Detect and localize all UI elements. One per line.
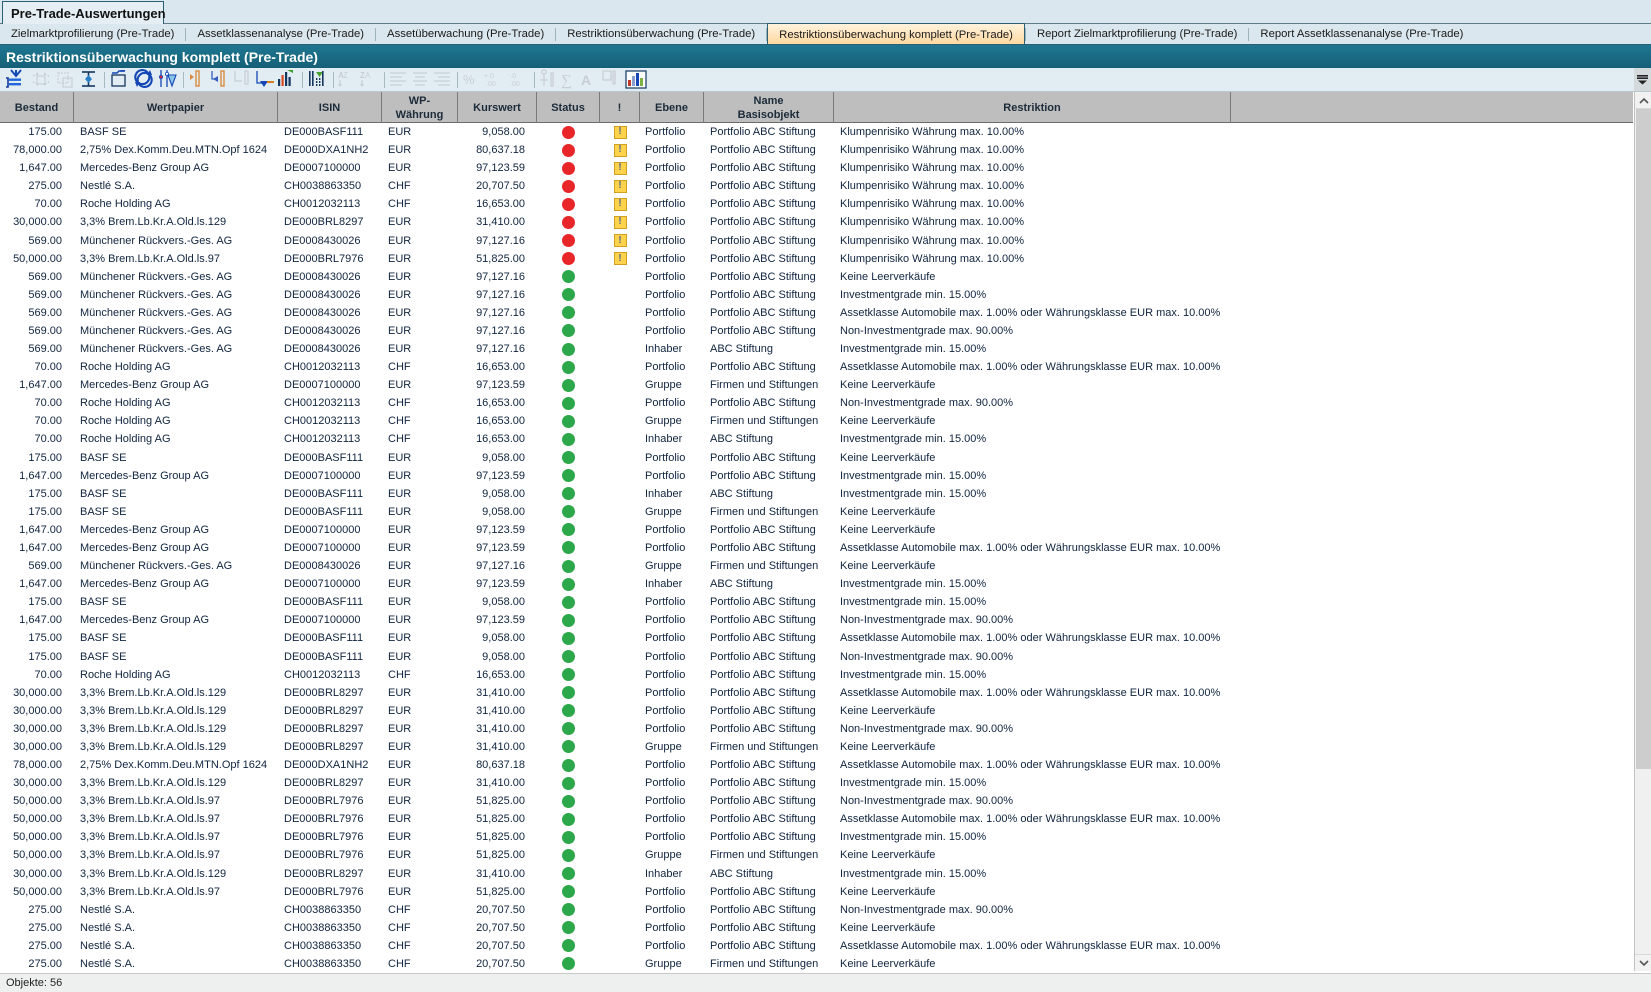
svg-text:A: A [365, 71, 371, 80]
svg-text:-.0: -.0 [508, 73, 516, 80]
svg-text:A: A [581, 72, 591, 88]
svg-text:Z: Z [343, 71, 348, 80]
svg-text:.00: .00 [510, 81, 520, 88]
svg-text:.00: .00 [486, 81, 496, 88]
svg-text:%: % [463, 72, 475, 87]
svg-text:+.0: +.0 [484, 73, 494, 80]
svg-text:∑: ∑ [561, 73, 572, 89]
